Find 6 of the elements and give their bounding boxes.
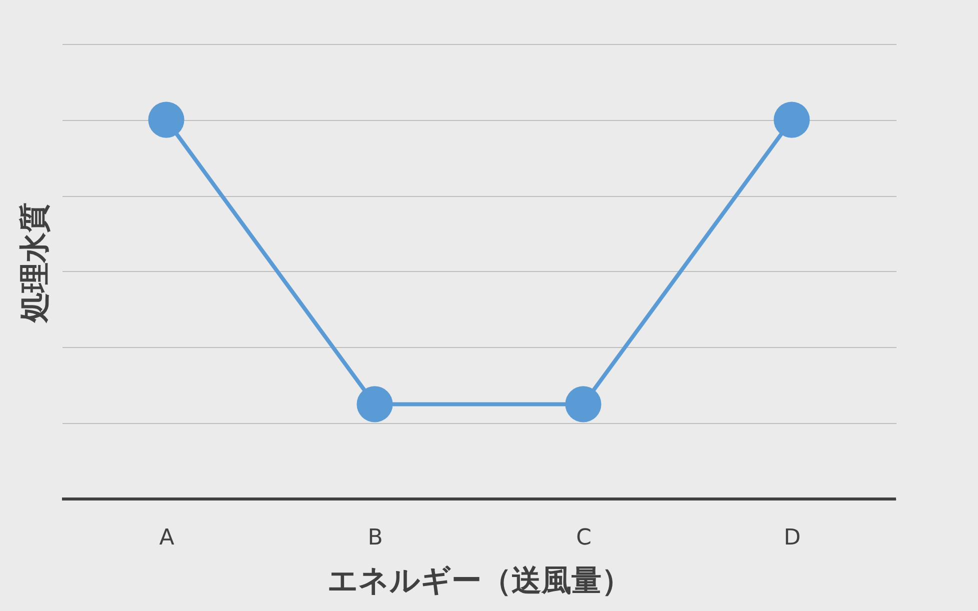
- x-axis-title: エネルギー（送風量）: [328, 564, 632, 598]
- x-tick-label: A: [159, 526, 174, 550]
- x-tick-label: D: [784, 526, 801, 550]
- x-tick-label: C: [576, 526, 592, 550]
- y-axis-title: 処理水質: [18, 202, 52, 324]
- x-tick-label: B: [368, 526, 383, 550]
